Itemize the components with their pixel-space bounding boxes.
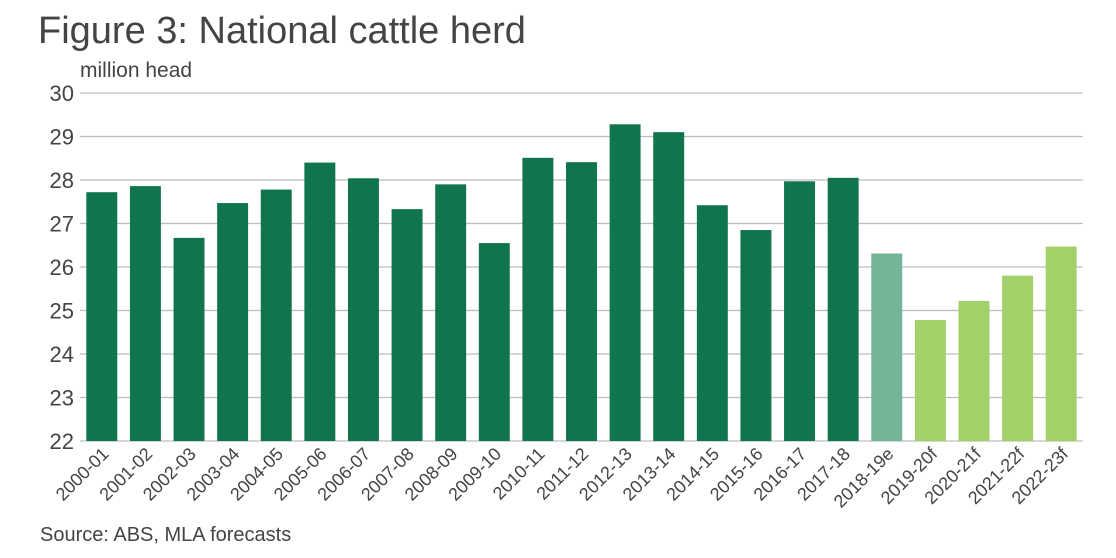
bar <box>435 184 467 441</box>
bar <box>217 203 249 441</box>
bar <box>522 157 554 441</box>
bar <box>347 178 379 441</box>
bar <box>914 320 946 441</box>
y-tick-label: 24 <box>50 342 74 367</box>
bars <box>86 124 1077 442</box>
chart-title: Figure 3: National cattle herd <box>38 10 526 52</box>
y-tick-label: 30 <box>50 81 74 106</box>
bar <box>86 192 118 441</box>
y-tick-label: 27 <box>50 212 74 237</box>
y-tick-label: 29 <box>50 125 74 150</box>
y-tick-label: 22 <box>50 429 74 454</box>
y-axis-ticks: 22 23 24 25 26 27 28 29 30 <box>50 81 74 454</box>
y-axis-label: million head <box>80 59 193 82</box>
bar <box>129 186 161 441</box>
bar <box>609 124 641 441</box>
bar <box>1002 275 1034 441</box>
x-axis-ticks: 2000-012001-022002-032003-042004-052005-… <box>52 443 1073 512</box>
bar <box>478 243 510 441</box>
bar <box>871 253 903 441</box>
bar <box>696 205 728 441</box>
y-tick-label: 25 <box>50 299 74 324</box>
bar <box>260 189 292 441</box>
y-tick-label: 23 <box>50 386 74 411</box>
bar <box>304 162 336 441</box>
bar <box>740 230 772 441</box>
y-tick-label: 26 <box>50 255 74 280</box>
bar <box>1045 246 1077 441</box>
bar <box>391 209 423 441</box>
bar <box>566 162 597 442</box>
bar <box>827 177 859 441</box>
source-note: Source: ABS, MLA forecasts <box>40 524 292 546</box>
bar <box>958 300 990 441</box>
bar <box>173 237 205 441</box>
bar <box>653 132 685 441</box>
y-tick-label: 28 <box>50 168 74 193</box>
bar <box>784 181 816 441</box>
